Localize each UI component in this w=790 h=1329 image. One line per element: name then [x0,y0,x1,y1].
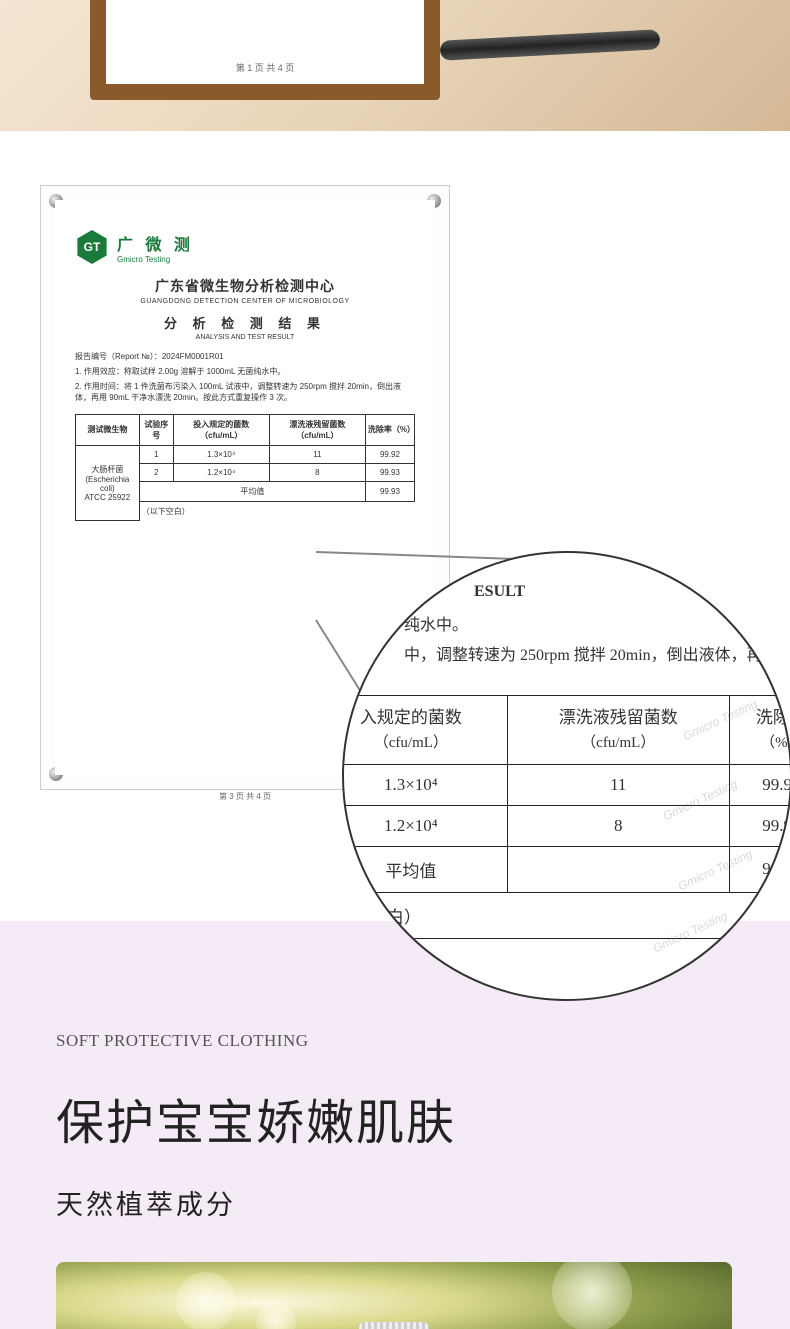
result-title-cn: 分 析 检 测 结 果 [75,313,415,332]
th-initial: 投入规定的菌数（cfu/mL） [173,414,269,445]
cell: 1.2×10⁴ [173,463,269,481]
th-rate: 洗除率 （%） [729,696,790,765]
org-name-cn: 广东省微生物分析检测中心 [75,276,415,296]
th-line: 入规定的菌数 [360,708,462,727]
cell: 11 [269,445,365,463]
table-row: 大肠杆菌 (Escherichia coli) ATCC 25922 1 1.3… [76,445,415,463]
th-sample: 测试微生物 [76,414,140,445]
cell-empty [507,892,729,938]
top-banner: 第 1 页 共 4 页 [0,0,790,131]
promo-section: SOFT PROTECTIVE CLOTHING 保护宝宝娇嫩肌肤 天然植萃成分 [0,921,790,1329]
org-name-en: GUANGDONG DETECTION CENTER OF MICROBIOLO… [75,298,415,305]
cell-avg-label: 平均值 [342,846,507,892]
cert-note-1: 1. 作用效应：称取试样 2.00g 溶解于 1000mL 无菌纯水中。 [75,366,415,377]
product-hero-image [56,1262,732,1329]
cell-avg-label: 平均值 [139,481,365,501]
table-header-row: 测试微生物 试验序号 投入规定的菌数（cfu/mL） 漂洗液残留菌数（cfu/m… [76,414,415,445]
cell: 99.92 [729,764,790,805]
promo-kicker: SOFT PROTECTIVE CLOTHING [56,1031,734,1051]
logo-text-en: Gmicro Testing [117,255,194,264]
cell: 1.2×10⁴ [342,805,507,846]
th-line: 洗除率 [756,708,790,727]
cell: 1.3×10⁴ [173,445,269,463]
framed-certificate-top: 第 1 页 共 4 页 [90,0,440,100]
th-initial: 入规定的菌数 （cfu/mL） [342,696,507,765]
cert-logo-row: GT 广 微 测 Gmicro Testing [75,230,415,264]
bottle-cap-icon [359,1322,429,1329]
page-indicator: 第 1 页 共 4 页 [236,61,295,74]
certificate-section: GT 广 微 测 Gmicro Testing 广东省微生物分析检测中心 GUA… [0,131,790,921]
cell: 99.93 [729,805,790,846]
zoom-circle: ESULT 纯水中。 中，调整转速为 250rpm 搅拌 20min，倒出液体，… [342,551,790,1001]
th-line: （cfu/mL） [374,735,448,751]
cell: 99.92 [365,445,414,463]
cell-blank: （以下空白） [139,501,414,521]
th-trial: 试验序号 [139,414,173,445]
cell-sample: 大肠杆菌 (Escherichia coli) ATCC 25922 [76,445,140,521]
th-residual: 漂洗液残留菌数 （cfu/mL） [507,696,729,765]
cell-avg-rate: 99.93 [365,481,414,501]
cell: 99.93 [365,463,414,481]
bokeh-circle [176,1272,236,1329]
cell: 11 [507,764,729,805]
zoom-table: 入规定的菌数 （cfu/mL） 漂洗液残留菌数 （cfu/mL） 洗除率 （%）… [342,695,790,939]
th-line: 漂洗液残留菌数 [559,708,678,727]
zoom-text-fragment: 中，调整转速为 250rpm 搅拌 20min，倒出液体，再用 90 [404,641,790,665]
cell: 8 [269,463,365,481]
zoom-content: ESULT 纯水中。 中，调整转速为 250rpm 搅拌 20min，倒出液体，… [342,563,790,959]
th-residual: 漂洗液残留菌数（cfu/mL） [269,414,365,445]
th-line: （cfu/mL） [581,735,655,751]
cert-note-2: 2. 作用时间：将 1 件洗菌布污染入 100mL 试液中，调整转速为 250r… [75,381,415,403]
zoom-header-fragment: ESULT [474,583,790,601]
cell-blank: （以下空白） [342,892,507,938]
promo-headline: 保护宝宝娇嫩肌肤 [56,1083,734,1153]
table-row: 平均值 99.93 [342,846,790,892]
bokeh-circle [256,1302,296,1329]
logo-hex-icon: GT [75,230,109,264]
cell: 1 [139,445,173,463]
bokeh-circle [552,1262,632,1329]
report-number: 报告编号（Report №）：2024FM0001R01 [75,351,415,362]
sample-code: ATCC 25922 [85,493,131,502]
cell: 2 [139,463,173,481]
th-rate: 洗除率（%） [365,414,414,445]
table-row: （以下空白） [342,892,790,938]
result-title-en: ANALYSIS AND TEST RESULT [75,334,415,341]
cell: 1.3×10⁴ [342,764,507,805]
th-line: （%） [760,735,790,751]
cert-table: 测试微生物 试验序号 投入规定的菌数（cfu/mL） 漂洗液残留菌数（cfu/m… [75,414,415,522]
table-header-row: 入规定的菌数 （cfu/mL） 漂洗液残留菌数 （cfu/mL） 洗除率 （%） [342,696,790,765]
cell-avg-rate: 99.93 [729,846,790,892]
cell: 8 [507,805,729,846]
cell-empty [729,892,790,938]
promo-subheadline: 天然植萃成分 [56,1183,734,1222]
zoom-text-fragment: 纯水中。 [404,611,790,635]
cell-empty [507,846,729,892]
table-row: 1.2×10⁴ 8 99.93 [342,805,790,846]
table-row: 1.3×10⁴ 11 99.92 [342,764,790,805]
sample-cn: 大肠杆菌 [91,465,123,474]
logo-text-cn: 广 微 测 [117,231,194,255]
magnifier-handle-icon [440,29,661,60]
sample-en: (Escherichia coli) [85,475,129,493]
